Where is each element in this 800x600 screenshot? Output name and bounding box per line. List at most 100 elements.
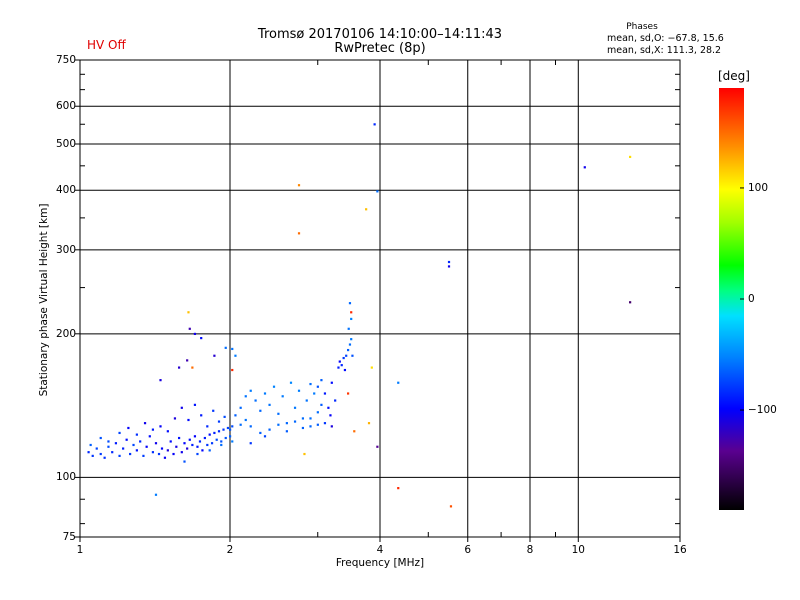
data-point [188, 438, 191, 441]
data-point [103, 456, 106, 459]
data-point [370, 366, 373, 369]
data-point [196, 452, 199, 456]
data-point [244, 418, 247, 422]
data-point [145, 445, 148, 448]
data-point [220, 443, 223, 447]
data-point [309, 417, 312, 420]
data-point [272, 385, 276, 388]
y-tick-label: 75 [62, 531, 76, 543]
data-point [125, 438, 128, 441]
grid-layer [75, 59, 681, 542]
data-point [345, 354, 348, 357]
hv-status-label: HV Off [87, 38, 126, 52]
data-point [303, 452, 306, 456]
data-point [163, 456, 167, 459]
data-point [346, 392, 350, 395]
data-point [224, 346, 227, 349]
data-point [118, 431, 121, 435]
data-point [334, 399, 337, 402]
data-point [348, 302, 352, 305]
data-point [281, 395, 284, 398]
data-point [118, 454, 121, 457]
data-point [200, 336, 203, 340]
data-point [229, 435, 232, 438]
data-point [180, 451, 183, 454]
data-point [301, 417, 305, 420]
data-point [293, 406, 297, 409]
colorbar-ticks [740, 187, 744, 411]
data-point [95, 447, 98, 450]
data-point [309, 425, 312, 428]
x-tick-label: 10 [571, 544, 585, 556]
data-point [316, 385, 319, 388]
data-point [206, 443, 209, 447]
colorbar-tick-label: 100 [748, 181, 769, 194]
data-point [249, 425, 252, 428]
data-point [397, 487, 400, 490]
data-point [277, 423, 280, 426]
data-point [213, 354, 216, 357]
data-point [323, 392, 327, 395]
data-point [289, 381, 293, 384]
x-tick-label: 6 [464, 544, 472, 556]
data-point [200, 414, 203, 417]
data-point [166, 449, 169, 452]
phases-x-stats: mean, sd,X: 111.3, 28.2 [607, 45, 722, 56]
data-point [330, 381, 333, 384]
data-point [154, 493, 158, 496]
data-point [231, 368, 234, 372]
data-point [215, 438, 218, 441]
data-point [629, 301, 632, 304]
data-point [217, 420, 221, 423]
data-point [343, 368, 347, 372]
data-point [157, 452, 161, 456]
data-point [193, 403, 197, 406]
data-point [177, 366, 181, 369]
data-point [226, 426, 230, 430]
data-point [217, 430, 221, 433]
data-point [316, 423, 319, 426]
data-point [99, 436, 102, 440]
data-point [122, 447, 125, 450]
data-point [297, 389, 301, 392]
data-point [193, 435, 197, 438]
data-point [231, 440, 234, 443]
data-point [172, 452, 175, 456]
data-point [87, 451, 90, 454]
data-point [231, 425, 234, 428]
data-point [350, 338, 353, 341]
data-point [111, 451, 114, 454]
x-tick-label: 1 [76, 544, 84, 556]
y-tick-label: 500 [55, 137, 76, 150]
colorbar-tick-label: −100 [748, 404, 777, 417]
data-point [305, 399, 308, 402]
data-point [107, 445, 110, 448]
data-point [151, 428, 155, 431]
data-point [154, 442, 158, 445]
y-tick-label: 400 [55, 184, 76, 197]
data-point [91, 454, 94, 457]
data-point [263, 392, 267, 395]
data-point [254, 399, 257, 402]
colorbar-tick-label: 0 [748, 293, 755, 305]
data-point [320, 403, 323, 406]
data-point [350, 311, 353, 314]
phases-heading: Phases [626, 22, 658, 32]
data-point [239, 423, 242, 426]
data-point [229, 428, 232, 431]
colorbar-label: [deg] [718, 69, 750, 83]
data-point [210, 442, 214, 445]
points-layer [87, 123, 632, 508]
data-point [346, 348, 350, 352]
data-point [259, 409, 262, 412]
data-point [191, 443, 194, 447]
data-point [223, 415, 226, 418]
data-point [329, 414, 332, 417]
data-point [132, 443, 135, 447]
data-point [342, 356, 345, 360]
data-point [175, 445, 178, 448]
data-point [196, 445, 199, 448]
y-tick-label: 300 [55, 243, 76, 256]
data-point [340, 364, 343, 367]
